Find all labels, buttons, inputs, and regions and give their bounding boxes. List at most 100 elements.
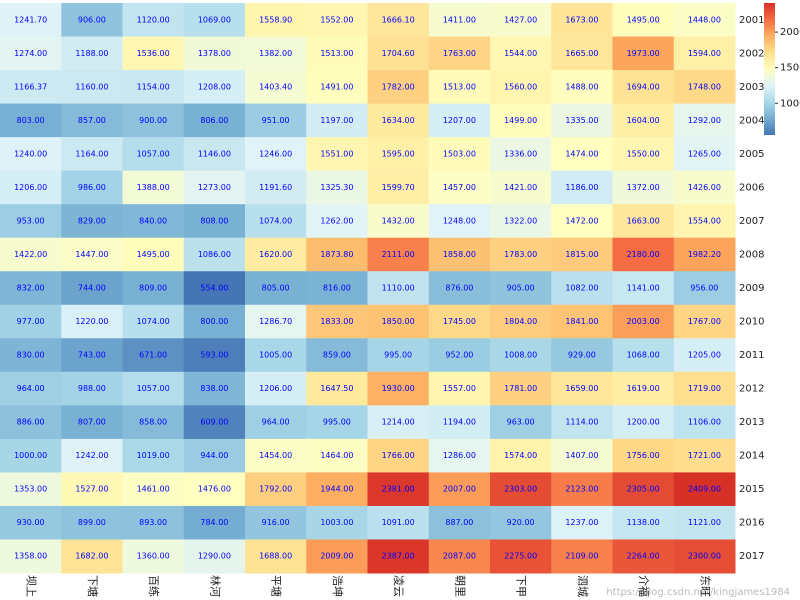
cell-label: 784.00 — [200, 518, 228, 527]
cell-label: 1850.00 — [382, 317, 415, 326]
x-tick-label: 介福 — [637, 575, 651, 597]
heatmap-cell — [367, 70, 430, 105]
heatmap-cell — [367, 539, 430, 574]
heatmap-cell — [0, 103, 62, 138]
cell-label: 1286.00 — [443, 451, 476, 460]
heatmap-cell — [490, 271, 552, 306]
cell-label: 1666.10 — [382, 15, 415, 24]
heatmap-cell — [673, 271, 736, 306]
cell-label: 1005.00 — [259, 351, 292, 360]
cell-label: 1763.00 — [443, 49, 476, 58]
heatmap-cell — [183, 170, 246, 205]
cell-label: 1767.00 — [688, 317, 721, 326]
cell-label: 1411.00 — [443, 15, 476, 24]
cell-label: 1426.00 — [688, 183, 721, 192]
heatmap-cell — [612, 103, 675, 138]
cell-label: 929.00 — [568, 351, 596, 360]
heatmap-cell — [551, 70, 613, 105]
heatmap-cell — [490, 438, 552, 473]
cell-label: 1166.37 — [14, 82, 47, 91]
colorbar-tick-label: 2000 — [780, 27, 800, 38]
heatmap-cell — [612, 338, 675, 373]
heatmap-cell — [306, 371, 368, 406]
heatmap-cell — [183, 338, 246, 373]
cell-label: 1574.00 — [504, 451, 537, 460]
cell-label: 1599.70 — [382, 183, 415, 192]
cell-label: 1378.00 — [198, 49, 231, 58]
cell-label: 832.00 — [17, 284, 45, 293]
cell-label: 1647.50 — [320, 384, 353, 393]
heatmap-cell — [551, 170, 613, 205]
heatmap-cell — [0, 371, 62, 406]
heatmap-cell — [673, 204, 736, 239]
heatmap-cell — [490, 70, 552, 105]
heatmap-cell — [245, 204, 307, 239]
heatmap-cell — [367, 505, 430, 540]
cell-label: 1595.00 — [382, 149, 415, 158]
heatmap-cell — [122, 338, 185, 373]
cell-label: 1121.00 — [688, 518, 721, 527]
heatmap-cell — [490, 103, 552, 138]
cell-label: 1488.00 — [565, 82, 598, 91]
heatmap-cell — [612, 304, 675, 339]
heatmap-cell — [673, 438, 736, 473]
y-tick-label: 2003 — [739, 82, 764, 93]
y-tick-label: 2001 — [739, 15, 764, 26]
cell-label: 830.00 — [17, 351, 45, 360]
cell-label: 1536.00 — [137, 49, 170, 58]
cell-label: 806.00 — [200, 116, 228, 125]
heatmap-cell — [551, 3, 613, 38]
cell-label: 1688.00 — [259, 552, 292, 561]
heatmap-cell — [245, 472, 307, 507]
heatmap-cell — [612, 472, 675, 507]
cell-label: 1495.00 — [137, 250, 170, 259]
heatmap-cell — [490, 505, 552, 540]
heatmap-cell — [367, 271, 430, 306]
heatmap-cell — [0, 271, 62, 306]
heatmap-cell — [306, 36, 368, 71]
heatmap-cell — [306, 304, 368, 339]
heatmap-cell — [673, 304, 736, 339]
y-tick-label: 2008 — [739, 249, 764, 260]
heatmap-cell — [0, 505, 62, 540]
heatmap-cell — [612, 204, 675, 239]
cell-label: 1422.00 — [14, 250, 47, 259]
heatmap-cell — [245, 137, 307, 172]
cell-label: 1560.00 — [504, 82, 537, 91]
cell-label: 554.00 — [200, 284, 228, 293]
heatmap-cell — [367, 36, 430, 71]
heatmap-cell — [0, 338, 62, 373]
heatmap-cell — [428, 3, 491, 38]
cell-label: 1620.00 — [259, 250, 292, 259]
heatmap-cell — [0, 204, 62, 239]
heatmap-cell — [673, 137, 736, 172]
cell-label: 963.00 — [507, 418, 535, 427]
heatmap-cell — [306, 70, 368, 105]
cell-label: 1246.00 — [259, 149, 292, 158]
heatmap-cell — [428, 204, 491, 239]
cell-label: 2409.00 — [688, 485, 721, 494]
heatmap-cell — [0, 237, 62, 272]
heatmap-cell — [245, 271, 307, 306]
cell-label: 1748.00 — [688, 82, 721, 91]
cell-label: 1358.00 — [14, 552, 47, 561]
heatmap-cell — [551, 371, 613, 406]
cell-label: 2009.00 — [320, 552, 353, 561]
heatmap-cell — [245, 170, 307, 205]
heatmap-cell — [61, 70, 123, 105]
heatmap-cell — [183, 271, 246, 306]
cell-label: 1432.00 — [382, 216, 415, 225]
cell-label: 744.00 — [78, 284, 106, 293]
heatmap-cell — [61, 338, 123, 373]
cell-label: 1290.00 — [198, 552, 231, 561]
cell-label: 1756.00 — [627, 451, 660, 460]
cell-label: 1719.00 — [688, 384, 721, 393]
cell-label: 1745.00 — [443, 317, 476, 326]
heatmap-cell — [367, 338, 430, 373]
heatmap-cell — [490, 405, 552, 440]
cell-label: 900.00 — [139, 116, 167, 125]
cell-label: 1086.00 — [198, 250, 231, 259]
cell-label: 1503.00 — [443, 149, 476, 158]
colorbar-tick-label: 1000 — [780, 98, 800, 109]
